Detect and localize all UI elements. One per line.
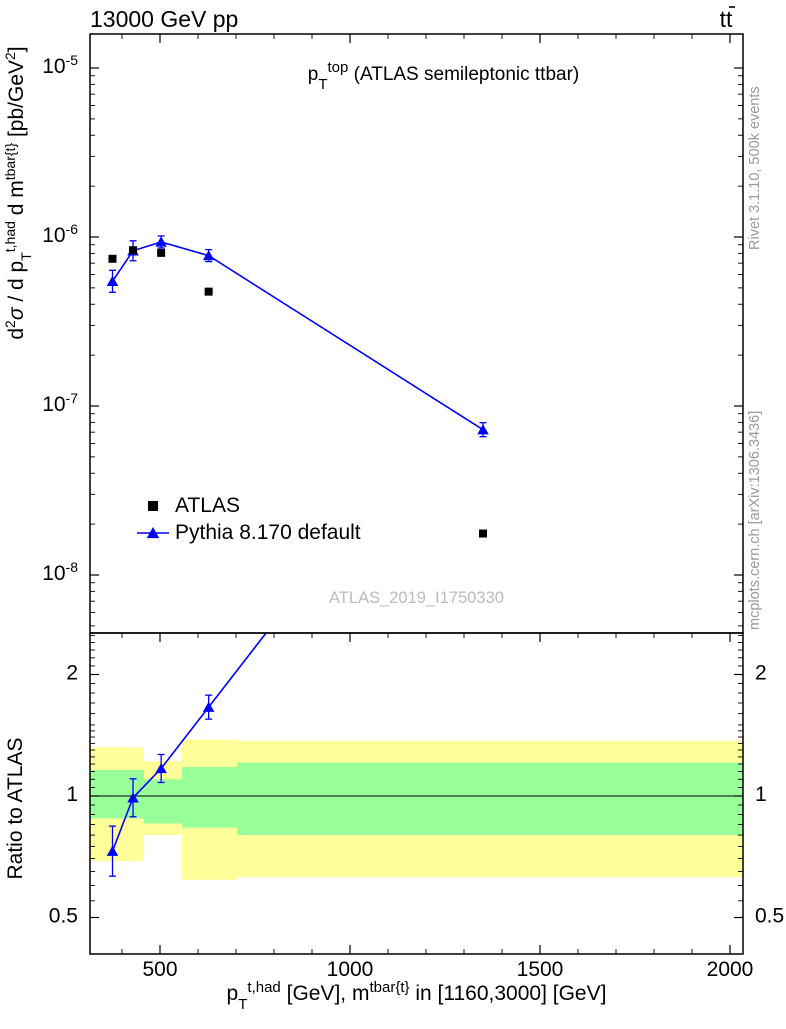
svg-text:500: 500 <box>142 958 177 981</box>
svg-text:2000: 2000 <box>707 958 754 981</box>
svg-text:Ratio to ATLAS: Ratio to ATLAS <box>4 737 27 879</box>
svg-text:ATLAS: ATLAS <box>175 494 240 517</box>
svg-text:1: 1 <box>755 783 767 806</box>
svg-text:ATLAS_2019_I1750330: ATLAS_2019_I1750330 <box>329 589 504 607</box>
svg-text:Pythia 8.170 default: Pythia 8.170 default <box>175 521 361 544</box>
svg-text:mcplots.cern.ch [arXiv:1306.34: mcplots.cern.ch [arXiv:1306.3436] <box>747 411 763 630</box>
svg-text:1000: 1000 <box>327 958 374 981</box>
svg-text:2: 2 <box>66 662 78 685</box>
svg-text:1: 1 <box>66 783 78 806</box>
svg-text:tt: tt <box>720 6 733 32</box>
svg-text:0.5: 0.5 <box>755 905 784 928</box>
svg-text:1500: 1500 <box>517 958 564 981</box>
svg-text:2: 2 <box>755 662 767 685</box>
svg-text:0.5: 0.5 <box>49 905 78 928</box>
svg-text:13000 GeV pp: 13000 GeV pp <box>90 6 238 32</box>
svg-text:Rivet 3.1.10, 500k events: Rivet 3.1.10, 500k events <box>747 86 763 250</box>
